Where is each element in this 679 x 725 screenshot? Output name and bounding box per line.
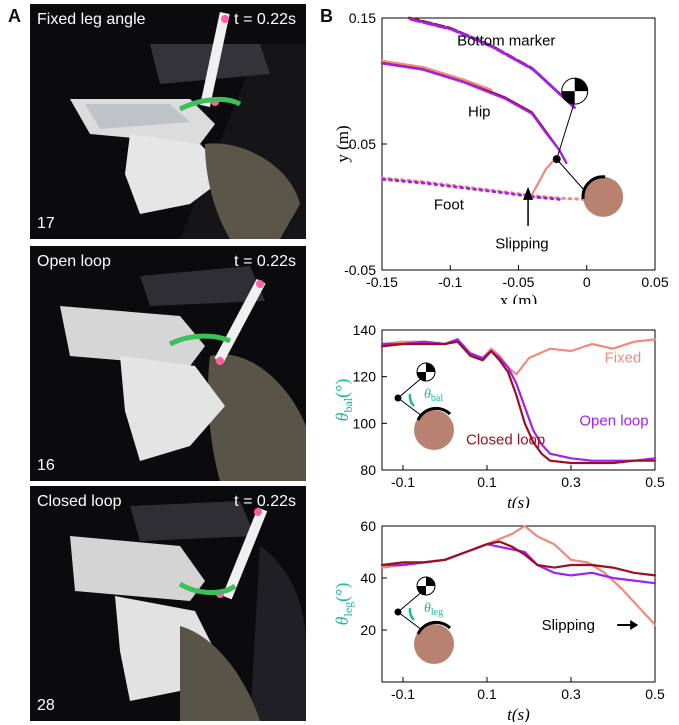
series-line-fixed: [380, 524, 657, 626]
y-axis-label-unit: (°): [332, 583, 353, 602]
y-tick-label: 80: [360, 462, 376, 478]
hip-joint-icon: [394, 394, 402, 402]
annotation-slipping: Slipping: [542, 617, 595, 634]
center-of-mass-icon: [416, 362, 436, 382]
leg-angle-plot: -0.1 0.1 0.3 0.5204060Slippingt(s)θleg(°)θl…: [332, 518, 665, 722]
x-tick-label: 0.3: [561, 474, 581, 490]
angle-arc: [408, 607, 415, 621]
photo-open-loop: Open loop t = 0.22s 16: [30, 246, 306, 481]
y-axis-label: θleg(°): [332, 583, 355, 626]
annotation-foot: Foot: [434, 197, 465, 214]
x-tick-label: -0.15: [366, 274, 398, 290]
y-tick-label: -0.05: [344, 262, 376, 278]
photo-time: t = 0.22s: [234, 253, 296, 270]
trajectory-hip-fixed: [380, 59, 493, 91]
robot-photo-illustration: [30, 246, 306, 481]
robot-photo-illustration: [30, 4, 306, 239]
y-axis-label: y (m): [333, 125, 352, 162]
photo-time: t = 0.22s: [234, 493, 296, 510]
hip-joint-icon: [552, 155, 561, 164]
robot-photo-illustration: [30, 486, 306, 721]
center-of-mass-icon: [561, 77, 589, 105]
y-tick-label: 0.05: [349, 136, 376, 152]
leg-segment: [556, 100, 576, 160]
legend-label-fixed: Fixed: [605, 350, 642, 367]
x-axis-label: x (m): [500, 291, 537, 304]
y-tick-label: 120: [353, 369, 377, 385]
branch-icon: [583, 176, 624, 217]
trajectory-foot-fixed: [380, 176, 589, 201]
legend-label-open-loop: Open loop: [579, 413, 648, 430]
y-tick-label: 20: [360, 622, 376, 638]
y-axis-label-unit: (°): [332, 379, 353, 398]
angle-inset-label: θbal: [424, 387, 443, 404]
panel-a-letter: A: [8, 6, 21, 26]
x-tick-label: -0.1: [391, 474, 415, 490]
annotation-bottom-marker: Bottom marker: [457, 33, 555, 50]
angle-inset-subscript: leg: [431, 607, 443, 618]
leg-segment: [397, 375, 425, 399]
panel-b-letter: B: [320, 6, 333, 26]
x-tick-label: 0: [583, 274, 591, 290]
series-line-closed-loop: [380, 540, 657, 577]
photo-title: Fixed leg angle: [37, 11, 146, 28]
center-of-mass-icon: [416, 576, 436, 596]
leg-segment: [397, 397, 423, 417]
y-axis-label-subscript: leg: [341, 602, 355, 617]
annotation-slipping: Slipping: [495, 236, 548, 253]
photo-title: Open loop: [37, 253, 111, 270]
trajectory-hip-open-loop: [380, 62, 568, 164]
foot-contact-arc: [416, 406, 452, 421]
x-tick-label: 0.05: [641, 274, 668, 290]
trajectory-foot-open-loop: [381, 177, 563, 201]
photo-title: Closed loop: [37, 493, 122, 510]
x-tick-label: 0.3: [561, 686, 581, 702]
photo-trial-number: 28: [37, 697, 55, 714]
x-axis-label: t(s): [507, 705, 530, 722]
photo-closed-loop: Closed loop t = 0.22s 28: [30, 486, 306, 721]
y-tick-label: 0.15: [349, 10, 376, 26]
balance-angle-plot: -0.1 0.1 0.3 0.5 80 100 120 140 Fixed Open loop Cl…: [332, 322, 665, 508]
leg-segment: [397, 611, 423, 631]
y-axis-label-subscript: bal: [341, 397, 355, 412]
y-tick-label: 60: [360, 518, 376, 534]
series-line-closed-loop: [380, 340, 657, 465]
branch-icon: [414, 410, 454, 450]
angle-inset-subscript: bal: [431, 393, 443, 404]
x-tick-label: 0.1: [477, 686, 497, 702]
photo-trial-number: 16: [37, 457, 55, 474]
trajectory-plot: -0.15 -0.1 -0.05 0 0.05 -0.05 0.05 0.15 x (m) y (…: [333, 10, 669, 304]
foot-contact-arc: [581, 175, 606, 200]
annotation-hip: Hip: [468, 103, 491, 120]
hip-joint-icon: [394, 608, 402, 616]
leg-segment: [556, 158, 588, 194]
x-tick-label: -0.1: [438, 274, 462, 290]
branch-icon: [414, 624, 454, 664]
y-tick-label: 140: [353, 322, 377, 338]
x-tick-label: 0.5: [645, 474, 665, 490]
angle-arc: [408, 393, 415, 407]
slipping-arrow-head: [523, 186, 534, 200]
slipping-arrow-head: [630, 620, 639, 630]
y-tick-label: 40: [360, 570, 376, 586]
y-axis-label: θbal(°): [332, 379, 355, 422]
photo-trial-number: 17: [37, 215, 55, 232]
x-tick-label: -0.05: [503, 274, 535, 290]
plot-frame: [381, 17, 656, 271]
plot-frame: [381, 525, 656, 683]
leg-segment: [397, 589, 425, 613]
x-tick-label: -0.1: [391, 686, 415, 702]
x-tick-label: 0.5: [645, 686, 665, 702]
foot-contact-arc: [416, 620, 452, 635]
photo-fixed-leg-angle: Fixed leg angle t = 0.22s 17: [30, 4, 306, 239]
plot-frame: [381, 329, 656, 471]
photo-time: t = 0.22s: [234, 11, 296, 28]
x-axis-label: t(s): [507, 493, 530, 508]
angle-inset-label: θleg: [424, 601, 443, 618]
x-tick-label: 0.1: [477, 474, 497, 490]
y-tick-label: 100: [353, 415, 377, 431]
legend-label-closed-loop: Closed loop: [466, 431, 545, 448]
trajectory-foot_slip-fixed: [531, 160, 554, 196]
